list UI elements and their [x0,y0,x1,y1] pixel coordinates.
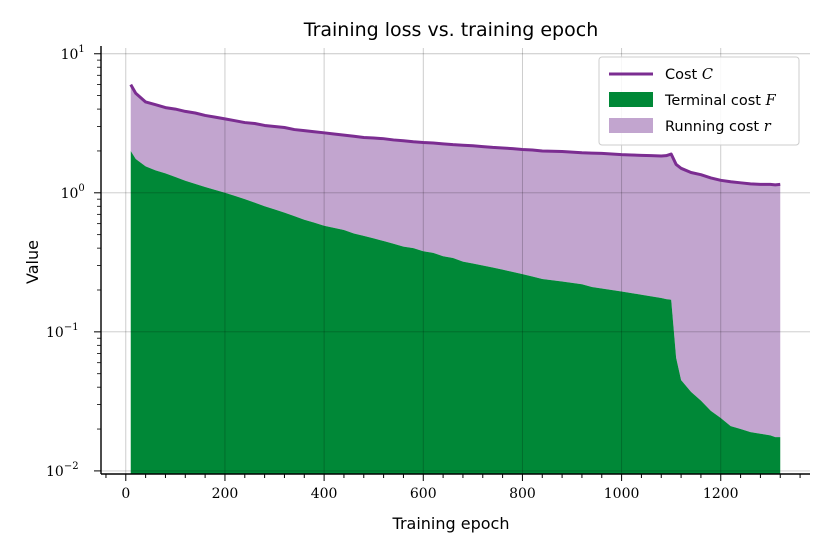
legend-math-symbol: r [764,119,772,135]
plot-area [101,48,810,474]
y-tick-exponent: 0 [78,183,84,194]
terminal-cost-area [130,150,781,474]
y-tick-exponent: −2 [64,461,79,472]
legend-label: Running cost r [665,119,772,135]
legend-math-symbol: F [765,93,777,109]
legend: Cost C Terminal cost F Running cost r [598,56,800,146]
axes [100,46,810,475]
x-tick-label: 0 [121,486,130,502]
legend-area-swatch [609,92,653,107]
area-fills [130,84,781,474]
x-axis-label: Training epoch [392,514,510,533]
y-tick-label: 10−2 [46,461,79,480]
x-tick-label: 1000 [604,486,640,502]
legend-area-swatch [609,118,653,133]
y-tick-label: 101 [61,44,85,63]
y-tick-exponent: 1 [78,44,84,55]
x-tick-label: 200 [212,486,239,502]
x-tick-label: 400 [311,486,338,502]
running-cost-area [130,84,781,438]
y-tick-label: 10−1 [46,322,79,341]
y-tick-exponent: −1 [64,322,79,333]
cost-line [129,83,781,187]
x-tick-label: 1200 [703,486,739,502]
x-tick-label: 800 [509,486,536,502]
grid-lines [101,48,810,474]
y-tick-label: 100 [61,183,85,202]
x-tick-label: 600 [410,486,437,502]
chart-title: Training loss vs. training epoch [303,19,598,41]
legend-math-symbol: C [702,67,713,83]
series-lines [129,83,781,187]
legend-label: Terminal cost F [664,93,777,109]
legend-label: Cost C [665,67,713,83]
x-tick-labels: 0 200 400 600 800 1000 1200 [105,474,801,502]
y-axis-label: Value [23,240,42,284]
